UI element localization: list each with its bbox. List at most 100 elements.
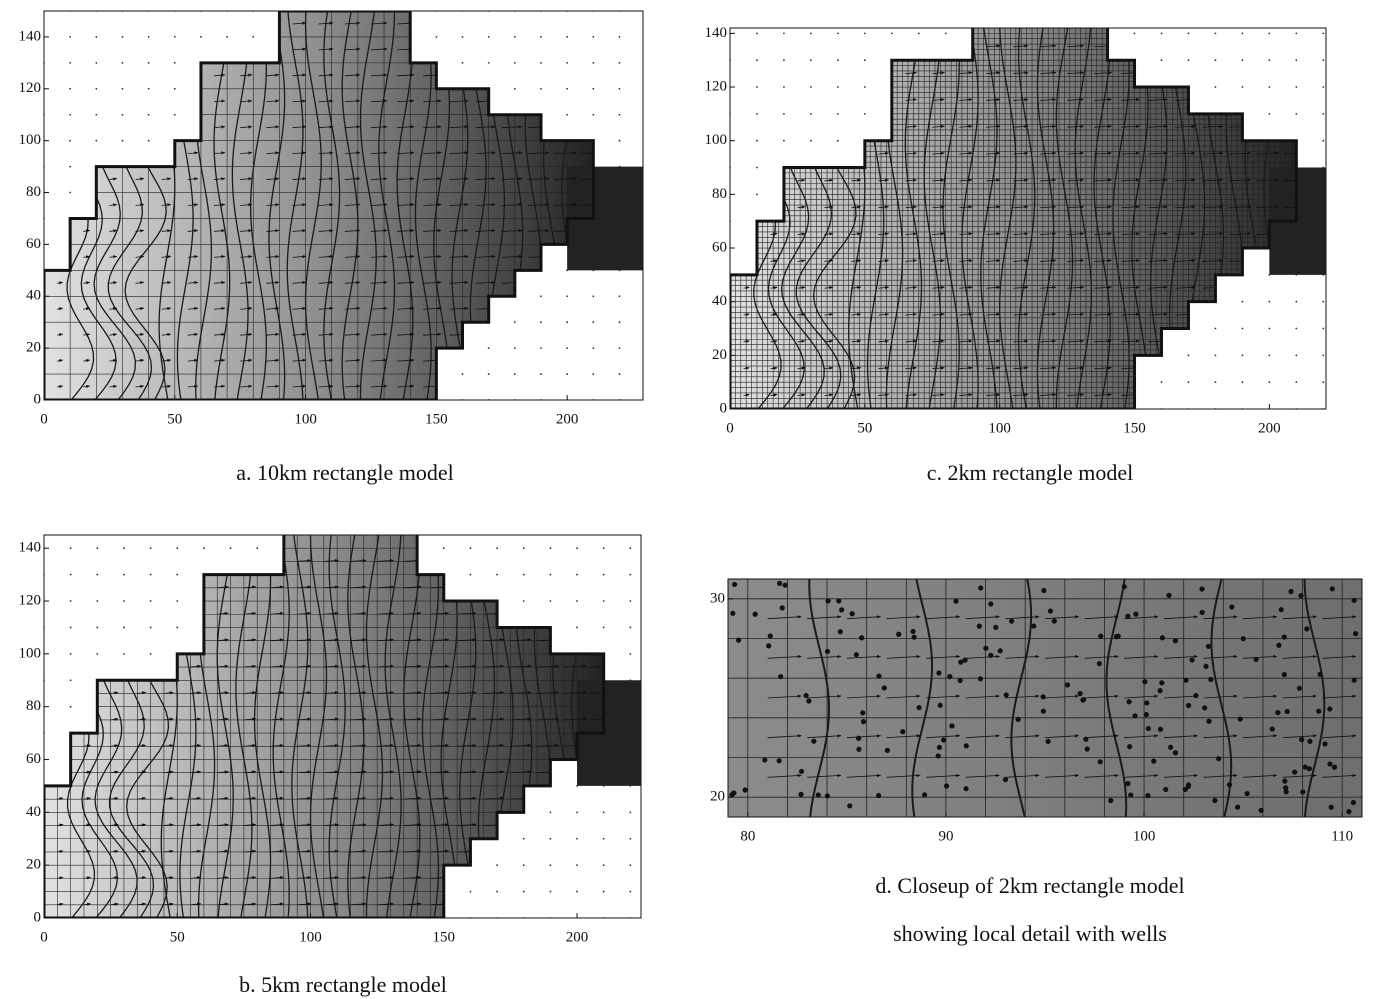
flow-arrow — [137, 902, 147, 906]
grid-dot — [96, 573, 99, 576]
flow-arrow — [1121, 97, 1140, 102]
grid-dot — [147, 36, 150, 38]
flow-arrow — [1228, 366, 1252, 370]
flow-arrow — [1255, 124, 1280, 128]
flow-arrow — [1147, 232, 1168, 236]
flow-arrow — [563, 823, 587, 827]
flow-arrow — [1322, 694, 1357, 699]
grid-dot — [1160, 32, 1163, 35]
grid-dot — [496, 521, 498, 523]
flow-arrow — [449, 99, 469, 103]
well — [1327, 706, 1333, 712]
grid-dot — [487, 36, 490, 38]
flow-arrow — [457, 558, 477, 563]
flow-arrow — [501, 125, 523, 129]
flow-arrow — [135, 151, 145, 155]
grid-dot — [123, 573, 125, 576]
grid-dot — [149, 600, 152, 602]
flow-arrow — [1094, 19, 1112, 20]
grid-dot — [671, 269, 673, 271]
well — [1145, 725, 1151, 732]
flow-arrow — [851, 286, 862, 290]
flow-arrow — [370, 254, 388, 259]
flow-arrow — [423, 229, 442, 233]
grid-dot — [1349, 408, 1351, 410]
flow-arrow — [457, 691, 477, 695]
grid-dot — [1214, 59, 1217, 62]
flow-arrow — [878, 205, 890, 209]
grid-dot — [671, 373, 673, 375]
x-tick-label: 200 — [1258, 420, 1281, 436]
grid-dot — [972, 6, 974, 8]
flow-arrow — [292, 384, 307, 388]
grid-dot — [1268, 354, 1271, 357]
flow-arrow — [110, 849, 119, 853]
flow-arrow — [527, 177, 550, 181]
flow-arrow — [510, 691, 532, 695]
flow-arrow — [905, 339, 917, 343]
flow-arrow — [137, 691, 147, 695]
well — [1327, 761, 1333, 767]
contour-line — [1210, 579, 1233, 817]
flow-arrow — [270, 611, 284, 616]
flow-arrow — [57, 151, 64, 155]
flow-arrow — [377, 823, 394, 827]
flow-arrow — [846, 734, 881, 739]
flow-arrow — [187, 358, 199, 363]
flow-arrow — [377, 717, 394, 721]
flow-arrow — [83, 21, 91, 26]
flow-arrow — [217, 770, 229, 774]
flow-arrow — [266, 203, 280, 207]
grid-dot — [487, 61, 490, 64]
flow-arrow — [1174, 151, 1196, 155]
flow-arrow — [213, 21, 226, 25]
flow-arrow — [905, 151, 917, 155]
grid-dot — [549, 837, 552, 840]
flow-arrow — [403, 585, 422, 589]
flow-arrow — [57, 902, 64, 906]
flow-arrow — [449, 177, 469, 181]
flow-arrow — [318, 384, 334, 388]
flow-arrow — [135, 125, 145, 129]
well — [1098, 633, 1104, 639]
grid-dot — [576, 521, 578, 523]
flow-arrow — [1174, 178, 1196, 182]
flow-arrow — [213, 358, 226, 362]
flow-arrow — [590, 824, 604, 826]
flow-arrow — [403, 743, 422, 748]
flow-arrow — [1084, 694, 1119, 699]
flow-arrow — [1282, 206, 1297, 209]
grid-dot — [656, 785, 658, 787]
flow-arrow — [190, 559, 202, 563]
flow-arrow — [1040, 178, 1057, 182]
flow-arrow — [1040, 44, 1057, 48]
well — [1292, 769, 1298, 775]
grid-dot — [461, 36, 464, 38]
flow-arrow — [1203, 734, 1238, 739]
contour-line — [923, 28, 942, 409]
flow-arrow — [318, 73, 334, 77]
flow-arrow — [797, 178, 806, 182]
flow-arrow — [797, 366, 806, 370]
flow-arrow — [137, 744, 147, 748]
flow-arrow — [1124, 773, 1159, 778]
flow-arrow — [266, 358, 280, 362]
flow-arrow — [475, 332, 496, 336]
flow-arrow — [292, 177, 307, 181]
flow-arrow — [57, 876, 64, 880]
flow-arrow — [926, 694, 961, 699]
flow-arrow — [1283, 19, 1307, 20]
flow-arrow — [527, 203, 550, 207]
flow-arrow — [878, 312, 890, 316]
flow-arrow — [163, 664, 174, 669]
flow-arrow — [397, 358, 415, 362]
flow-arrow — [457, 770, 477, 774]
flow-arrow — [580, 178, 594, 180]
flow-arrow — [1067, 312, 1085, 316]
flow-arrow — [110, 638, 119, 642]
flow-arrow — [297, 717, 312, 721]
grid-dot — [863, 32, 866, 35]
flow-arrow — [1084, 773, 1119, 778]
flow-arrow — [824, 19, 833, 20]
flow-arrow — [397, 151, 415, 155]
